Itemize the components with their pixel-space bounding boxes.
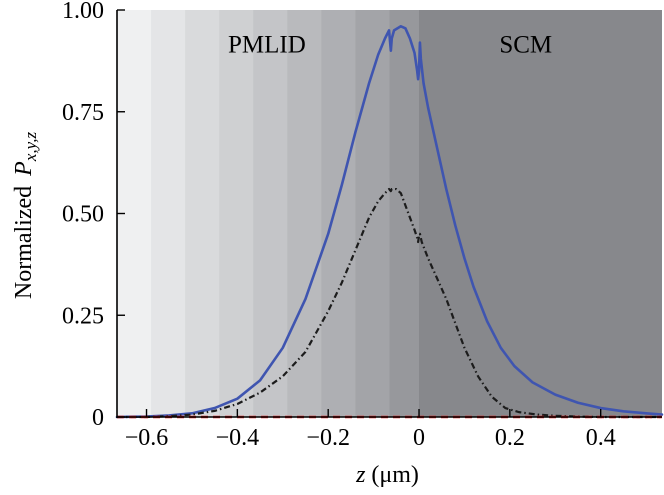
y-tick-label: 0 — [92, 405, 104, 431]
region-labels: PMLID SCM — [228, 32, 552, 59]
background-bands — [117, 10, 662, 417]
series-line-solid — [115, 24, 664, 419]
x-axis-label-unit: (μm) — [365, 462, 419, 488]
y-tick-label: 1.00 — [62, 0, 104, 24]
x-tick-label: 0.4 — [586, 425, 616, 451]
pmlid-band — [287, 10, 322, 417]
x-tick-label: −0.6 — [125, 425, 169, 451]
region-label: PMLID — [228, 32, 306, 59]
tick-labels: −0.6 −0.4 −0.2 0 0.2 0.4 0 0.25 0.50 0.75 1.00 — [62, 0, 616, 451]
pmlid-band — [253, 10, 288, 417]
scm-region — [419, 10, 662, 417]
x-tick-label: 0 — [413, 425, 425, 451]
x-tick-label: 0.2 — [495, 425, 525, 451]
x-axis-label: z (μm) — [355, 462, 419, 488]
y-axis-label: Normalized Px,y,z — [11, 132, 40, 300]
y-tick-label: 0.25 — [62, 303, 104, 329]
y-axis-label-var: P — [11, 161, 37, 177]
y-axis-label-sub: x,y,z — [21, 132, 40, 163]
series-line-dashdot — [117, 187, 662, 419]
region-label: SCM — [499, 32, 552, 59]
pmlid-band — [151, 10, 186, 417]
pmlid-band — [389, 10, 420, 417]
y-tick-label: 0.75 — [62, 100, 104, 126]
pmlid-band — [219, 10, 254, 417]
x-tick-label: −0.4 — [216, 425, 260, 451]
pmlid-band — [321, 10, 356, 417]
pmlid-band — [355, 10, 390, 417]
x-axis-label-var: z — [355, 462, 366, 488]
x-tick-label: −0.2 — [306, 425, 350, 451]
pmlid-band — [185, 10, 220, 417]
y-axis-label-prefix: Normalized — [11, 186, 37, 299]
y-tick-label: 0.50 — [62, 202, 104, 228]
